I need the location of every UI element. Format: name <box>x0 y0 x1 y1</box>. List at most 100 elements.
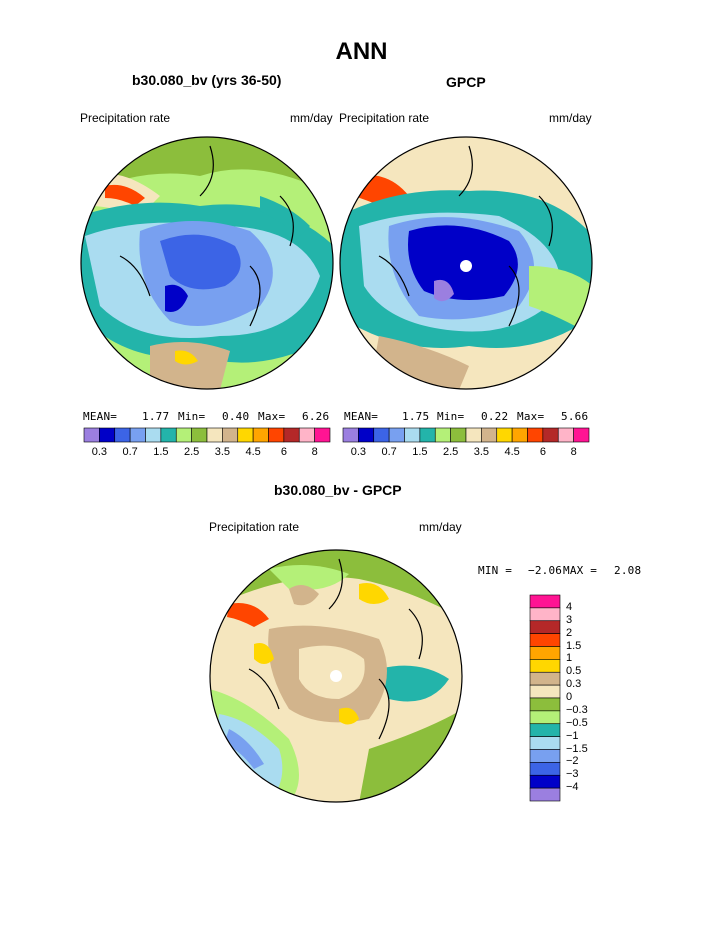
panel-diff-units-label: mm/day <box>419 520 462 534</box>
colorbar-diff-tick-label: 3 <box>566 613 573 626</box>
colorbar-model-tick-label: 1.5 <box>153 446 169 458</box>
colorbar-diff-swatch <box>529 607 561 622</box>
colorbar-model-swatch <box>314 427 331 443</box>
colorbar-diff-tick-label: −4 <box>566 781 579 794</box>
colorbar-diff-tick-label: 4 <box>566 600 573 613</box>
panel-diff-min-label: MIN = <box>478 564 513 577</box>
colorbar-diff-tick-label: 1.5 <box>566 639 582 652</box>
colorbar-model-swatch <box>114 427 131 443</box>
colorbar-obs-swatch <box>542 427 559 443</box>
panel-model-mean-value: 1.77 <box>142 410 170 423</box>
colorbar-obs-swatch <box>496 427 513 443</box>
colorbar-model <box>83 427 331 443</box>
panel-obs-mean-value: 1.75 <box>402 410 430 423</box>
colorbar-obs-tick-label: 4.5 <box>504 446 520 458</box>
colorbar-obs-tick-label: 3.5 <box>473 446 490 458</box>
panel-obs-title: GPCP <box>446 74 486 90</box>
colorbar-model-swatch <box>160 427 177 443</box>
colorbar-diff-tick-label: −1.5 <box>566 742 588 755</box>
colorbar-diff-swatch <box>529 774 561 789</box>
colorbar-diff-swatch <box>529 762 561 776</box>
panel-diff-max-label: MAX = <box>563 564 598 577</box>
panel-obs-variable-label: Precipitation rate <box>339 111 430 125</box>
colorbar-diff-swatch <box>529 659 561 673</box>
colorbar-model-tick-label: 6 <box>280 446 287 458</box>
colorbar-obs-tick-label: 8 <box>570 446 577 458</box>
colorbar-obs-swatch <box>481 427 498 443</box>
panel-diff-variable-label: Precipitation rate <box>209 520 300 534</box>
colorbar-model-swatch <box>252 427 269 443</box>
colorbar-diff-swatch <box>529 749 561 763</box>
colorbar-model-swatch <box>298 427 315 443</box>
panel-obs-min-label: Min= <box>437 410 465 423</box>
colorbar-diff-tick-label: −2 <box>566 755 579 768</box>
colorbar-obs-tick-label: 1.5 <box>412 446 428 458</box>
colorbar-diff-swatch <box>529 697 561 712</box>
colorbar-diff-swatch <box>529 633 561 647</box>
panel-model-variable-label: Precipitation rate <box>80 111 171 125</box>
colorbar-model-swatch <box>145 427 162 443</box>
colorbar-obs-swatch <box>511 427 528 443</box>
panel-model-max-label: Max= <box>258 410 286 423</box>
panel-model-title: b30.080_bv (yrs 36-50) <box>132 72 282 88</box>
colorbar-obs-tick-label: 0.3 <box>350 446 367 458</box>
colorbar-obs-swatch <box>388 427 405 443</box>
panel-obs-max-label: Max= <box>517 410 545 423</box>
colorbar-diff-swatch <box>529 671 561 686</box>
colorbar-model-swatch <box>283 427 300 443</box>
colorbar-obs-swatch <box>373 427 390 443</box>
colorbar-model-tick-label: 2.5 <box>183 446 200 458</box>
colorbar-model-swatch <box>83 427 100 443</box>
panel-model-units-label: mm/day <box>290 111 333 125</box>
colorbar-model-swatch <box>206 427 223 443</box>
colorbar-obs-swatch <box>404 427 421 443</box>
colorbar-obs-swatch <box>434 427 451 443</box>
colorbar-diff-tick-label: −3 <box>566 768 579 781</box>
colorbar-model-swatch <box>129 427 146 443</box>
colorbar-model-swatch <box>222 427 239 443</box>
colorbar-obs-tick-label: 0.7 <box>381 446 397 458</box>
panel-obs-mean-label: MEAN= <box>344 410 379 423</box>
panel-diff-max-value: 2.08 <box>614 564 642 577</box>
colorbar-obs <box>342 427 590 443</box>
colorbar-model-tick-label: 4.5 <box>245 446 261 458</box>
panel-model-min-value: 0.40 <box>222 410 250 423</box>
colorbar-obs-swatch <box>342 427 359 443</box>
colorbar-diff-tick-label: 2 <box>566 626 573 639</box>
colorbar-model-swatch <box>237 427 254 443</box>
panel-model-min-label: Min= <box>178 410 206 423</box>
colorbar-diff-swatch <box>529 723 561 737</box>
panel-diff-min-value: −2.06 <box>528 564 563 577</box>
panel-obs-min-value: 0.22 <box>481 410 509 423</box>
colorbar-diff-tick-label: 0.5 <box>566 665 582 678</box>
colorbar-diff-swatch <box>529 787 561 802</box>
map-obs-precip <box>339 136 593 390</box>
colorbar-obs-tick-label: 6 <box>539 446 546 458</box>
colorbar-obs-tick-label: 2.5 <box>442 446 459 458</box>
colorbar-diff-tick-label: 0 <box>566 691 573 703</box>
colorbar-model-swatch <box>191 427 208 443</box>
page-title: ANN <box>335 38 388 65</box>
colorbar-obs-swatch <box>573 427 590 443</box>
colorbar-diff-tick-label: −0.3 <box>566 703 588 716</box>
colorbar-obs-swatch <box>465 427 482 443</box>
colorbar-diff-tick-label: 1 <box>566 652 573 665</box>
map-model-precip <box>80 136 334 390</box>
colorbar-diff-tick-label: −0.5 <box>566 716 588 729</box>
map-diff-precip <box>209 549 463 803</box>
colorbar-diff-swatch <box>529 736 561 750</box>
colorbar-model-swatch <box>175 427 192 443</box>
panel-obs-units-label: mm/day <box>549 111 592 125</box>
colorbar-model-tick-label: 3.5 <box>214 446 231 458</box>
colorbar-obs-swatch <box>557 427 574 443</box>
colorbar-model-tick-label: 8 <box>311 446 318 458</box>
panel-diff-title: b30.080_bv - GPCP <box>274 482 402 498</box>
colorbar-model-swatch <box>99 427 116 443</box>
colorbar-diff-tick-label: 0.3 <box>566 678 582 691</box>
colorbar-diff-swatch <box>529 710 561 725</box>
colorbar-model-tick-label: 0.7 <box>122 446 138 458</box>
colorbar-diff-swatch <box>529 620 561 634</box>
colorbar-diff-tick-label: −1 <box>566 729 579 742</box>
colorbar-diff-swatch <box>529 684 561 699</box>
colorbar-obs-swatch <box>527 427 544 443</box>
